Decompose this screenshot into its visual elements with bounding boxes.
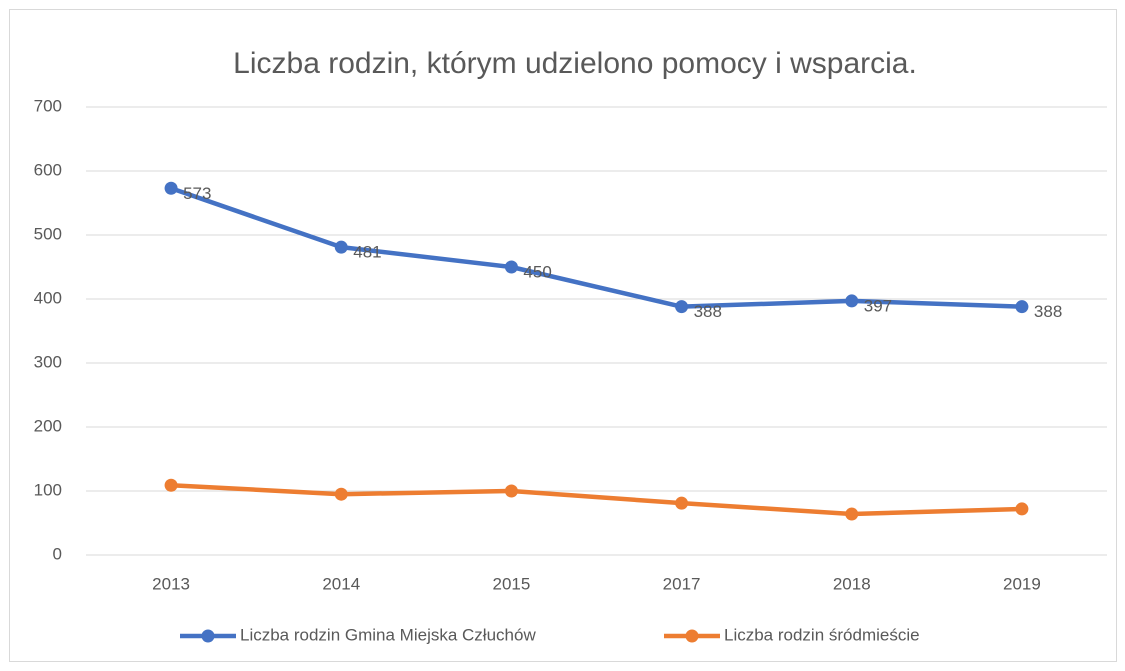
series-line xyxy=(168,482,1025,517)
point xyxy=(164,181,178,195)
x-tick-label: 2018 xyxy=(833,574,871,593)
x-tick-label: 2017 xyxy=(663,574,701,593)
point xyxy=(675,300,689,314)
legend-marker xyxy=(201,629,215,643)
x-tick-label: 2019 xyxy=(1003,574,1041,593)
data-label: 450 xyxy=(523,262,551,281)
data-label: 481 xyxy=(353,243,381,262)
point xyxy=(675,496,689,510)
chart-title: Liczba rodzin, którym udzielono pomocy i… xyxy=(233,47,917,80)
chart-border xyxy=(9,9,1117,662)
y-tick-label: 500 xyxy=(34,224,62,243)
point xyxy=(334,240,348,254)
legend-label: Liczba rodzin Gmina Miejska Człuchów xyxy=(240,625,536,644)
series-line xyxy=(168,186,1025,309)
x-tick-label: 2014 xyxy=(322,574,360,593)
y-tick-label: 700 xyxy=(34,96,62,115)
x-tick-label: 2013 xyxy=(152,574,190,593)
point xyxy=(845,294,859,308)
y-tick-label: 100 xyxy=(34,480,62,499)
point xyxy=(845,507,859,521)
legend-label: Liczba rodzin śródmieście xyxy=(724,625,920,644)
data-label: 388 xyxy=(694,302,722,321)
y-tick-label: 300 xyxy=(34,352,62,371)
data-label: 388 xyxy=(1034,302,1062,321)
y-tick-label: 600 xyxy=(34,160,62,179)
data-label: 573 xyxy=(183,184,211,203)
point xyxy=(334,487,348,501)
point xyxy=(1015,502,1029,516)
point xyxy=(504,484,518,498)
point xyxy=(164,478,178,492)
legend-marker xyxy=(685,629,699,643)
point xyxy=(1015,300,1029,314)
y-tick-label: 0 xyxy=(53,544,62,563)
y-tick-label: 400 xyxy=(34,288,62,307)
x-tick-label: 2015 xyxy=(493,574,531,593)
point xyxy=(504,260,518,274)
data-label: 397 xyxy=(864,296,892,315)
y-tick-label: 200 xyxy=(34,416,62,435)
